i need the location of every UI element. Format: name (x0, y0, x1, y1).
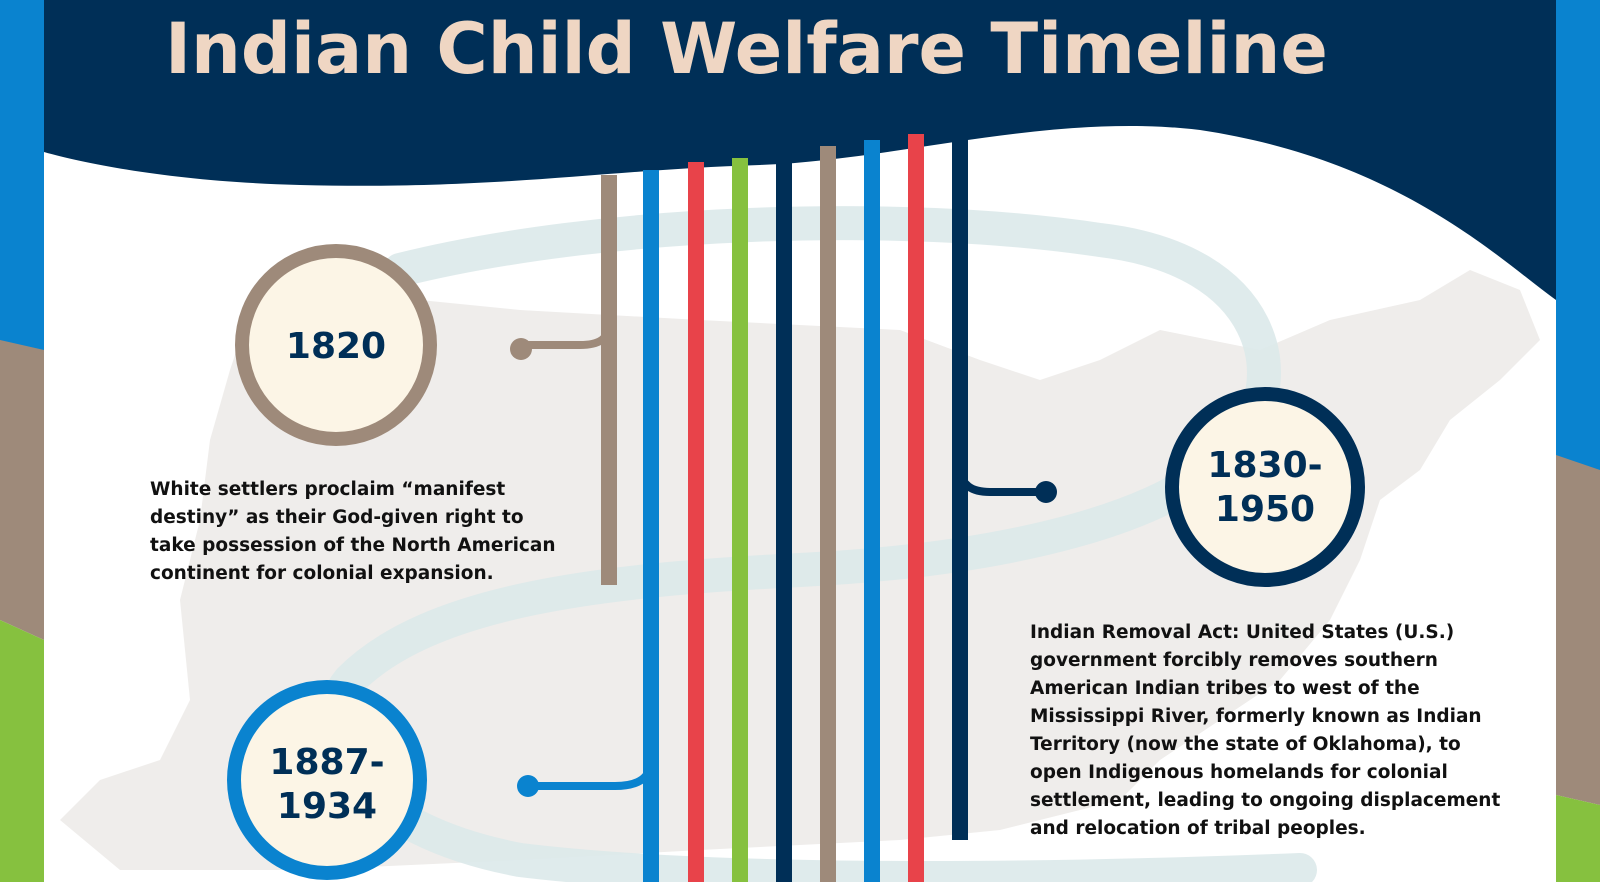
connector-dot-1830-1950 (1035, 481, 1057, 503)
right-side-band-brown (1556, 455, 1600, 805)
year-circle-1820 (235, 244, 437, 446)
timeline-line-4-green (732, 158, 748, 882)
right-side-band-blue (1556, 0, 1600, 470)
year-text-line2: 1934 (276, 786, 378, 827)
event-description-1820: White settlers proclaim “manifest destin… (150, 476, 570, 588)
timeline-line-2-blue (643, 170, 659, 882)
description-text: United States (U.S.) government forcibly… (1030, 622, 1501, 839)
year-label-1887-1934: 1887- 1934 (232, 737, 422, 833)
timeline-line-7-blue (864, 140, 880, 882)
connector-dot-1887-1934 (517, 775, 539, 797)
year-text-line2: 1950 (1214, 489, 1316, 530)
connector-dot-1820 (510, 338, 532, 360)
left-side-band-brown (0, 340, 44, 640)
left-side-band-green (0, 620, 44, 882)
timeline-line-6-brown (820, 146, 836, 882)
page-title: Indian Child Welfare Timeline (165, 8, 1328, 90)
timeline-line-9-navy (952, 130, 968, 840)
right-side-band-green (1556, 795, 1600, 882)
year-text: 1820 (285, 326, 387, 367)
timeline-line-5-navy (776, 152, 792, 882)
year-text-line1: 1830- (1207, 445, 1323, 486)
year-circle-1887-1934 (227, 680, 427, 880)
connector-1830-1950 (956, 469, 1045, 496)
year-label-1820: 1820 (242, 305, 430, 389)
year-circle-1830-1950 (1165, 387, 1365, 587)
left-side-band-blue (0, 0, 44, 350)
timeline-line-3-red (688, 162, 704, 882)
timeline-line-1-brown (601, 175, 617, 585)
event-description-1830-1950: Indian Removal Act: United States (U.S.)… (1030, 619, 1505, 843)
timeline-lines (601, 130, 968, 882)
year-label-1830-1950: 1830- 1950 (1170, 440, 1360, 536)
header-band (44, 0, 1556, 300)
description-text: White settlers proclaim “manifest destin… (150, 479, 556, 584)
decorative-swirl-path (315, 206, 1317, 882)
year-text-line1: 1887- (269, 742, 385, 783)
timeline-line-8-red (908, 134, 924, 882)
connector-1820 (520, 305, 613, 349)
description-lead: Indian Removal Act: (1030, 622, 1240, 643)
connector-1887-1934 (530, 759, 655, 790)
